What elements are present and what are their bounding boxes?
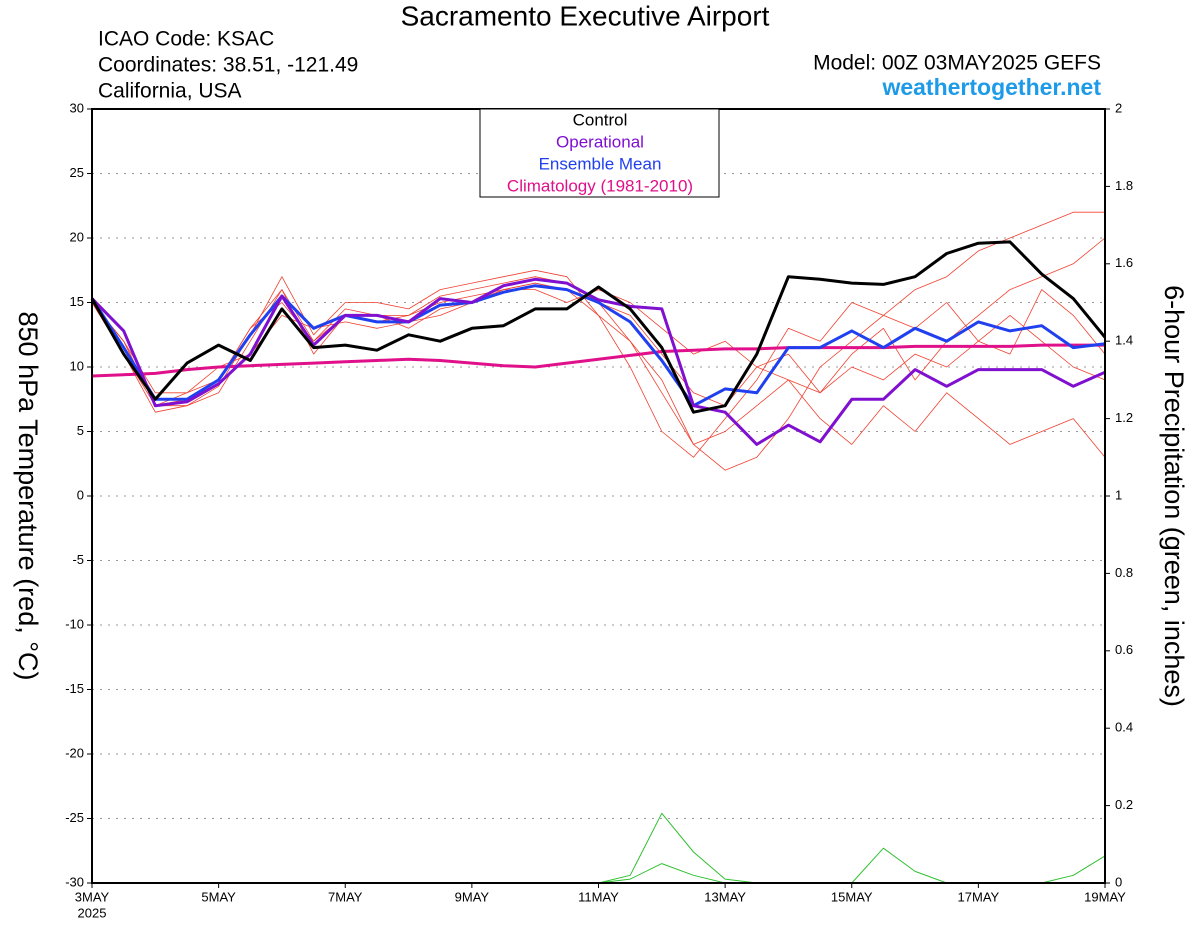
info-line: ICAO Code: KSAC (98, 28, 274, 51)
y-tick-label: 30 (70, 100, 84, 115)
y-tick-label: -15 (65, 681, 84, 696)
precip-line (92, 847, 1106, 884)
y2-axis-label: 6-hour Precipitation (green, inches) (1159, 285, 1189, 707)
legend-entry: Control (573, 110, 628, 129)
y-tick-label: -10 (65, 616, 84, 631)
y2-tick-label: 0.2 (1115, 797, 1133, 812)
x-tick-label: 9MAY (455, 889, 490, 904)
y2-tick-label: 1 (1115, 487, 1122, 502)
y-tick-label: -20 (65, 745, 84, 760)
y-axis-label: 850 hPa Temperature (red, °C) (13, 312, 43, 681)
x-tick-label: 5MAY (201, 889, 236, 904)
plot-frame (91, 108, 1106, 884)
y2-tick-label: 0.6 (1115, 642, 1133, 657)
ensemble-line (91, 289, 1106, 458)
y-tick-label: 15 (70, 294, 84, 309)
y-tick-label: -30 (65, 874, 84, 889)
y2-tick-label: 1.2 (1115, 410, 1133, 425)
ensemble-line (91, 282, 1106, 471)
series-line (90, 284, 1106, 408)
legend-box (479, 108, 720, 198)
y2-tick-label: 1.4 (1115, 333, 1133, 348)
y2-tick-label: 0.8 (1115, 565, 1133, 580)
y2-tick-label: 0.4 (1115, 720, 1133, 735)
ensemble-line (91, 211, 1105, 458)
series-line (90, 277, 1106, 446)
ensemble-line (91, 237, 1106, 407)
y2-tick-label: 1.8 (1115, 178, 1133, 193)
y-tick-label: 10 (70, 358, 84, 373)
model-label: Model: 00Z 03MAY2025 GEFS (813, 52, 1101, 75)
x-tick-label: 3MAY (75, 889, 110, 904)
y-tick-label: 20 (70, 229, 84, 244)
y2-tick-label: 1.6 (1115, 255, 1133, 270)
legend-entry: Climatology (1981-2010) (507, 176, 693, 195)
y-tick-label: -5 (72, 552, 84, 567)
legend-entry: Ensemble Mean (539, 154, 662, 173)
source-label: weathertogether.net (881, 74, 1101, 100)
x-tick-label: 17MAY (958, 889, 1000, 904)
x-tick-label: 19MAY (1084, 889, 1126, 904)
y-tick-label: 25 (70, 165, 84, 180)
x-tick-label: 13MAY (704, 889, 746, 904)
info-line: Coordinates: 38.51, -121.49 (98, 54, 358, 77)
series-line (91, 343, 1105, 378)
series-line (90, 240, 1107, 414)
y2-tick-label: 2 (1115, 100, 1122, 115)
precip-line (92, 812, 1105, 884)
x-sublabel: 2025 (78, 905, 107, 920)
x-tick-label: 11MAY (578, 889, 619, 904)
y-tick-label: 0 (77, 487, 84, 502)
y2-tick-label: 0 (1115, 874, 1122, 889)
chart-title: Sacramento Executive Airport (401, 0, 770, 31)
x-tick-label: 15MAY (831, 889, 873, 904)
x-tick-label: 7MAY (328, 889, 363, 904)
legend-entry: Operational (556, 132, 644, 151)
y-tick-label: 5 (77, 423, 84, 438)
y-tick-label: -25 (65, 810, 84, 825)
info-line: California, USA (98, 80, 242, 103)
